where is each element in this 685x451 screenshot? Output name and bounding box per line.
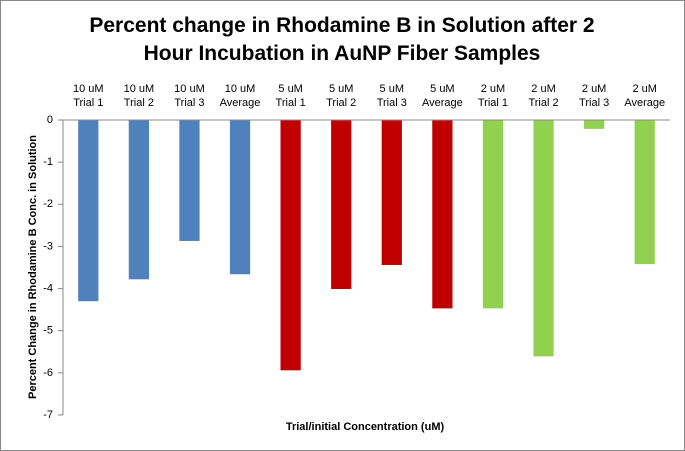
x-tick-label: Trial 1: [478, 97, 508, 109]
x-tick-label: Trial 1: [73, 97, 103, 109]
bar: [229, 120, 251, 275]
x-tick-label: Trial 1: [276, 97, 306, 109]
x-tick-label: 2 uM: [481, 83, 505, 95]
x-tick-label: 2 uM: [582, 83, 606, 95]
y-tick-label: 0: [47, 114, 53, 126]
x-tick-label: Average: [624, 97, 665, 109]
y-tick-label: -5: [43, 325, 53, 337]
x-tick-label: Average: [220, 97, 261, 109]
x-tick-label: 10 uM: [124, 83, 155, 95]
x-axis-label: Trial/initial Concentration (uM): [286, 421, 445, 433]
x-tick-label: Trial 2: [326, 97, 356, 109]
bar: [179, 120, 200, 241]
bar: [482, 120, 504, 309]
bar: [634, 120, 655, 265]
y-tick-label: -2: [43, 198, 53, 210]
y-tick-label: -3: [43, 240, 53, 252]
x-tick-label: Trial 3: [579, 97, 609, 109]
bar: [381, 120, 402, 265]
x-tick-label: 2 uM: [632, 83, 656, 95]
x-tick-label: Trial 2: [528, 97, 558, 109]
x-tick-label: 10 uM: [73, 83, 104, 95]
bar: [432, 120, 453, 309]
y-tick-label: -1: [43, 156, 53, 168]
x-tick-label: 5 uM: [430, 83, 454, 95]
x-tick-label: Trial 3: [174, 97, 204, 109]
x-tick-label: 2 uM: [531, 83, 555, 95]
x-tick-label: Average: [422, 97, 463, 109]
bar: [331, 120, 352, 289]
y-tick-label: -4: [43, 282, 53, 294]
x-tick-label: 5 uM: [278, 83, 302, 95]
bar: [280, 120, 301, 371]
y-tick-label: -7: [43, 409, 53, 421]
bar: [584, 120, 605, 129]
bar: [78, 120, 99, 302]
x-tick-label: 5 uM: [329, 83, 353, 95]
bar: [533, 120, 554, 357]
x-tick-label: 5 uM: [380, 83, 404, 95]
chart-title: Percent change in Rhodamine B in Solutio…: [89, 14, 595, 65]
x-tick-label: Trial 2: [124, 97, 154, 109]
bar: [128, 120, 149, 280]
x-tick-label: 10 uM: [225, 83, 256, 95]
x-tick-label: 10 uM: [174, 83, 205, 95]
y-axis-label: Percent Change in Rhodamine B Conc. in S…: [27, 135, 39, 399]
x-tick-label: Trial 3: [377, 97, 407, 109]
y-tick-label: -6: [43, 367, 53, 379]
